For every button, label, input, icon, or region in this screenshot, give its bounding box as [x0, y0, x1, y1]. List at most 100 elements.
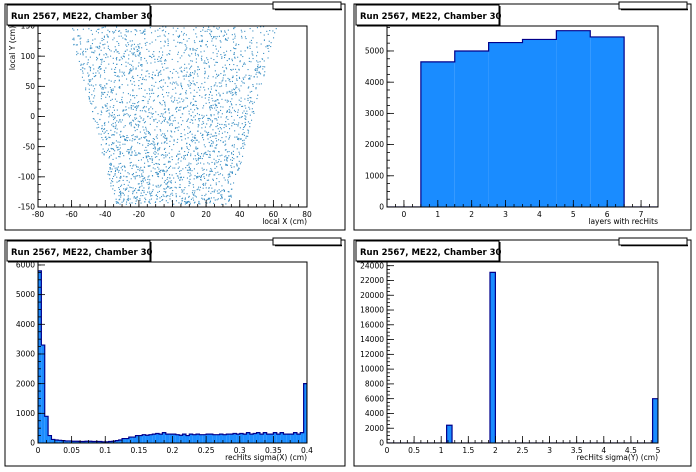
scatter-point: [197, 162, 199, 164]
scatter-point: [210, 168, 212, 170]
scatter-point: [195, 27, 197, 29]
scatter-point: [80, 63, 82, 65]
scatter-point: [164, 101, 166, 103]
scatter-point: [138, 55, 140, 57]
scatter-point: [196, 107, 198, 109]
scatter-point: [226, 111, 228, 113]
scatter-point: [110, 171, 112, 173]
scatter-point: [165, 26, 167, 28]
scatter-point: [255, 69, 257, 71]
x-tick-label: 2: [469, 210, 474, 219]
scatter-point: [149, 43, 151, 45]
scatter-point: [131, 69, 133, 71]
scatter-point: [98, 54, 100, 56]
scatter-point: [100, 95, 102, 97]
scatter-point: [189, 145, 191, 147]
y-tick-label: 18000: [360, 306, 384, 315]
scatter-point: [211, 107, 213, 109]
scatter-point: [180, 170, 182, 172]
scatter-point: [164, 112, 166, 114]
scatter-point: [110, 91, 112, 93]
scatter-point: [223, 124, 225, 126]
scatter-point: [193, 178, 195, 180]
scatter-point: [131, 44, 133, 46]
scatter-point: [216, 190, 218, 192]
scatter-point: [208, 117, 210, 119]
scatter-point: [181, 148, 183, 150]
chart-title: Run 2567, ME22, Chamber 30: [360, 248, 502, 258]
scatter-point: [230, 171, 232, 173]
scatter-point: [130, 147, 132, 149]
scatter-point: [123, 155, 125, 157]
scatter-point: [154, 58, 156, 60]
scatter-point: [89, 70, 91, 72]
scatter-point: [183, 156, 185, 158]
scatter-point: [101, 27, 103, 29]
scatter-point: [238, 122, 240, 124]
scatter-point: [151, 161, 153, 163]
scatter-point: [140, 87, 142, 89]
scatter-point: [185, 93, 187, 95]
scatter-point: [116, 120, 118, 122]
scatter-point: [137, 106, 139, 108]
scatter-point: [174, 97, 176, 99]
scatter-point: [180, 66, 182, 68]
scatter-point: [202, 169, 204, 171]
scatter-point: [119, 134, 121, 136]
scatter-point: [185, 91, 187, 93]
scatter-point: [197, 172, 199, 174]
scatter-point: [184, 49, 186, 51]
scatter-point: [111, 98, 113, 100]
scatter-point: [170, 97, 172, 99]
scatter-point: [214, 118, 216, 120]
scatter-point: [144, 197, 146, 199]
scatter-point: [121, 184, 123, 186]
scatter-point: [100, 63, 102, 65]
scatter-point: [155, 172, 157, 174]
scatter-point: [192, 190, 194, 192]
scatter-point: [157, 175, 159, 177]
scatter-point: [256, 83, 258, 85]
scatter-point: [197, 188, 199, 190]
scatter-point: [90, 79, 92, 81]
scatter-point: [89, 100, 91, 102]
y-tick-label: -150: [18, 203, 35, 212]
scatter-point: [209, 144, 211, 146]
scatter-point: [119, 144, 121, 146]
scatter-point: [223, 74, 225, 76]
scatter-point: [129, 63, 131, 65]
scatter-point: [162, 66, 164, 68]
scatter-point: [172, 194, 174, 196]
scatter-point: [77, 35, 79, 37]
scatter-point: [123, 71, 125, 73]
scatter-point: [107, 148, 109, 150]
scatter-point: [162, 29, 164, 31]
scatter-point: [231, 162, 233, 164]
scatter-point: [231, 104, 233, 106]
y-tick-label: 24000: [360, 261, 384, 270]
scatter-point: [179, 93, 181, 95]
scatter-point: [181, 86, 183, 88]
scatter-point: [164, 59, 166, 61]
scatter-point: [204, 89, 206, 91]
scatter-point: [111, 142, 113, 144]
histogram-bar: [489, 272, 496, 443]
scatter-point: [189, 201, 191, 203]
histogram-bar: [172, 434, 176, 443]
scatter-point: [154, 147, 156, 149]
scatter-point: [149, 179, 151, 181]
scatter-point: [250, 100, 252, 102]
scatter-point: [133, 77, 135, 79]
scatter-point: [222, 35, 224, 37]
scatter-point: [148, 201, 150, 203]
scatter-point: [224, 140, 226, 142]
scatter-point: [110, 115, 112, 117]
scatter-point: [211, 38, 213, 40]
scatter-point: [145, 111, 147, 113]
scatter-point: [155, 111, 157, 113]
histogram-bar: [219, 434, 223, 443]
scatter-point: [120, 131, 122, 133]
scatter-point: [220, 82, 222, 84]
scatter-point: [228, 191, 230, 193]
